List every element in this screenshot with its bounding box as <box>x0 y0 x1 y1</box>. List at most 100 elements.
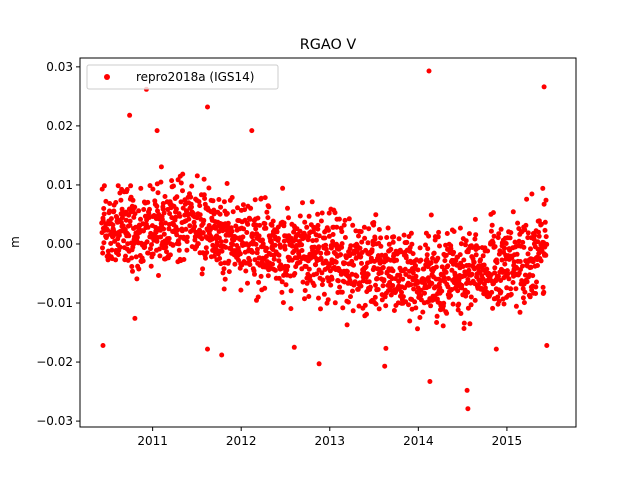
data-point <box>323 246 329 252</box>
data-point <box>417 245 423 251</box>
data-point <box>362 302 368 308</box>
data-point <box>373 212 379 218</box>
data-point <box>133 254 139 260</box>
data-point <box>184 234 190 240</box>
data-point <box>162 194 168 199</box>
data-point <box>356 233 361 239</box>
data-point <box>260 237 265 243</box>
data-point <box>378 243 384 249</box>
data-point <box>263 225 269 231</box>
data-point <box>272 267 278 273</box>
data-point <box>326 233 332 239</box>
data-point <box>411 286 417 292</box>
data-point <box>536 233 542 239</box>
data-point <box>492 270 498 276</box>
data-point <box>326 227 331 233</box>
data-point <box>148 246 153 252</box>
data-point <box>413 263 418 269</box>
data-point <box>161 210 167 216</box>
data-point <box>264 209 270 215</box>
data-point <box>473 232 479 238</box>
data-point <box>145 224 151 230</box>
data-point <box>390 268 396 274</box>
data-point <box>279 289 285 295</box>
data-point <box>118 197 124 203</box>
data-point <box>480 253 486 259</box>
data-point <box>219 248 225 254</box>
data-point <box>170 242 176 248</box>
data-point <box>247 258 253 264</box>
x-tick-label: 2013 <box>314 434 345 448</box>
data-point <box>176 247 182 253</box>
data-point <box>428 212 434 218</box>
data-point <box>262 285 268 291</box>
data-point <box>219 352 225 358</box>
data-point <box>254 246 260 252</box>
data-point <box>314 271 320 277</box>
data-point <box>473 252 479 258</box>
data-point <box>138 216 143 222</box>
data-point <box>149 242 154 248</box>
data-point <box>256 233 262 239</box>
data-point <box>136 266 142 272</box>
data-point <box>178 199 184 205</box>
data-point <box>410 251 416 257</box>
data-point <box>496 231 502 237</box>
data-point <box>283 282 289 288</box>
data-point <box>478 257 483 263</box>
data-point <box>307 273 313 279</box>
data-point <box>435 255 441 261</box>
data-point <box>302 288 308 293</box>
data-point <box>425 246 431 252</box>
data-point <box>342 235 348 240</box>
data-point <box>269 239 274 245</box>
data-point <box>320 277 326 283</box>
data-point <box>536 229 541 235</box>
data-point <box>427 379 433 384</box>
data-point <box>199 271 205 277</box>
data-point <box>299 248 305 253</box>
data-point <box>382 363 388 369</box>
data-point <box>108 216 114 222</box>
data-point <box>189 183 195 189</box>
data-point <box>174 232 180 238</box>
data-point <box>513 303 519 309</box>
data-point <box>434 313 440 319</box>
data-point <box>217 256 223 261</box>
data-point <box>433 264 439 270</box>
data-point <box>276 275 282 281</box>
data-point <box>323 242 329 248</box>
data-point <box>463 238 469 244</box>
data-point <box>461 320 467 326</box>
data-point <box>132 315 138 321</box>
data-point <box>145 250 151 256</box>
data-point <box>220 228 226 234</box>
data-point <box>292 271 298 276</box>
data-point <box>528 246 533 252</box>
data-point <box>167 252 173 258</box>
data-point <box>265 273 271 279</box>
data-point <box>334 241 339 247</box>
data-point <box>376 306 382 312</box>
data-point <box>318 250 324 256</box>
data-point <box>288 306 294 312</box>
data-point <box>364 311 369 317</box>
data-point <box>248 205 254 211</box>
data-point <box>205 346 210 352</box>
data-point <box>348 294 353 300</box>
data-point <box>522 227 528 233</box>
data-point <box>278 244 283 250</box>
data-point <box>271 256 277 262</box>
data-point <box>525 230 531 236</box>
data-point <box>217 211 223 217</box>
data-point <box>322 235 328 241</box>
data-point <box>488 228 494 234</box>
data-point <box>155 190 161 196</box>
data-point <box>508 230 514 236</box>
data-point <box>543 197 549 203</box>
data-point <box>375 287 381 292</box>
data-point <box>313 237 319 243</box>
data-point <box>229 195 235 200</box>
data-point <box>446 276 451 281</box>
data-point <box>544 241 550 247</box>
